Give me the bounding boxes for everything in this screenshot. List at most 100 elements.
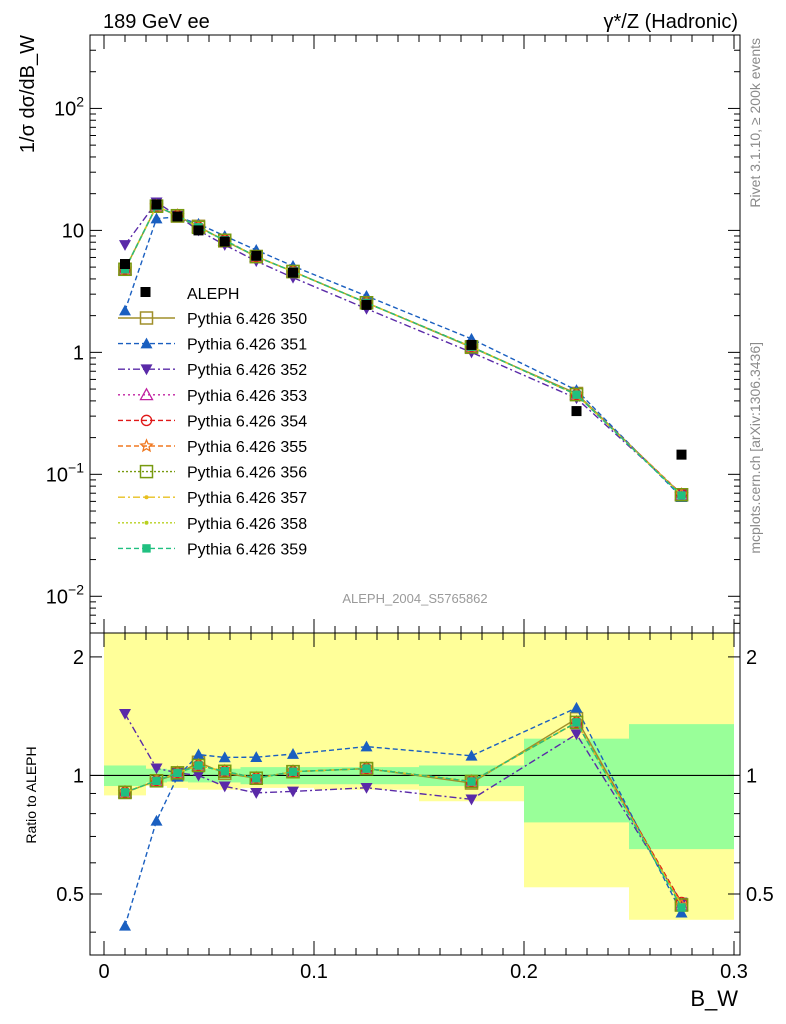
- ratio-point: [250, 788, 263, 799]
- ratio-point: [152, 776, 161, 785]
- ratio-point: [150, 763, 163, 775]
- ratio-y-axis-label: Ratio to ALEPH: [23, 746, 39, 843]
- ratio-point: [288, 767, 298, 776]
- legend-label: Pythia 6.426 352: [187, 362, 307, 379]
- legend-label: Pythia 6.426 351: [187, 337, 307, 354]
- data-point: [288, 267, 298, 278]
- ratio-point: [360, 740, 373, 752]
- ratio-point: [150, 814, 163, 826]
- y-tick-label: 10−2: [46, 581, 84, 608]
- data-point: [151, 199, 162, 210]
- ratio-tick-label: 2: [73, 647, 84, 669]
- data-point: [676, 449, 687, 460]
- x-tick-label: 0: [98, 961, 109, 983]
- legend-marker: [140, 414, 153, 427]
- legend-label: Pythia 6.426 359: [187, 541, 307, 558]
- ratio-series-359: [120, 718, 686, 912]
- ratio-point: [287, 786, 299, 798]
- side-text-top: Rivet 3.1.10, ≥ 200k events: [747, 38, 763, 208]
- ratio-point: [170, 766, 185, 780]
- ratio-point: [569, 715, 584, 730]
- ratio-point: [118, 785, 132, 800]
- ratio-point: [677, 903, 686, 912]
- ratio-layer: [117, 701, 689, 931]
- legend-label: ALEPH: [187, 286, 239, 303]
- legend-label: Pythia 6.426 358: [187, 516, 307, 533]
- legend-marker: [139, 464, 154, 479]
- ratio-point: [465, 749, 478, 761]
- data-point: [251, 250, 262, 261]
- ratio-bands: [104, 633, 734, 920]
- total-uncertainty-band: [240, 633, 272, 788]
- stat-uncertainty-band: [629, 724, 734, 850]
- legend-marker: [144, 495, 149, 500]
- legend-marker: [140, 364, 153, 376]
- series-point: [150, 212, 163, 224]
- ratio-point: [362, 764, 371, 773]
- legend-marker: [142, 544, 151, 553]
- ratio-point: [464, 774, 479, 789]
- x-tick-label: 0.1: [300, 961, 328, 983]
- ratio-point: [149, 774, 164, 788]
- series-point: [170, 208, 185, 223]
- ratio-point: [192, 770, 205, 782]
- ratio-point: [218, 781, 231, 793]
- ratio-point: [287, 748, 299, 759]
- ratio-point: [173, 768, 182, 778]
- data-point: [219, 236, 230, 247]
- ratio-tick-label-right: 1: [746, 765, 757, 787]
- series-line: [124, 205, 682, 496]
- ratio-point: [220, 767, 229, 776]
- ratio-point: [250, 751, 263, 762]
- y-tick-label: 10−1: [46, 459, 84, 486]
- ratio-point: [119, 709, 131, 720]
- ratio-tick-label-right: 2: [746, 647, 757, 669]
- legend: ALEPH Pythia 6.426 350 Pythia 6.426 351 Pyt…: [118, 286, 307, 558]
- header-right: γ*/Z (Hadronic): [604, 11, 738, 33]
- legend-marker: [140, 287, 151, 297]
- ratio-tick-label-right: 0.5: [746, 884, 774, 906]
- y-tick-label: 1: [73, 342, 84, 364]
- series-point: [572, 390, 581, 399]
- ratio-point: [192, 748, 205, 760]
- data-point: [120, 259, 130, 270]
- data-series-aleph: [120, 199, 687, 460]
- series-point: [569, 387, 584, 402]
- total-uncertainty-band: [272, 633, 314, 788]
- ratio-point: [191, 758, 206, 773]
- total-uncertainty-band: [188, 633, 209, 790]
- y-tick-label: 102: [54, 93, 84, 120]
- ratio-point: [572, 718, 581, 727]
- total-uncertainty-band: [146, 633, 167, 787]
- series-351: [119, 210, 688, 502]
- series-point: [119, 240, 131, 251]
- ratio-point: [249, 771, 263, 785]
- series-layer: [117, 197, 689, 502]
- ratio-point: [218, 764, 232, 779]
- series-point: [249, 249, 263, 264]
- legend-label: Pythia 6.426 356: [187, 465, 307, 482]
- x-tick-label: 0.2: [510, 961, 538, 983]
- ratio-point: [675, 906, 688, 918]
- ratio-point: [360, 782, 373, 794]
- ratio-point: [465, 794, 478, 806]
- data-point: [193, 225, 204, 236]
- legend-marker: [139, 387, 154, 401]
- header-left: 189 GeV ee: [103, 11, 210, 33]
- ratio-point: [218, 751, 231, 763]
- axes: 10−2 10−1 1 10 102 0.5 0.5 1 1 2 2 0 0.1 0.2 0.3: [46, 34, 774, 983]
- data-point: [571, 406, 582, 417]
- legend-label: Pythia 6.426 354: [187, 413, 307, 430]
- ratio-point: [120, 788, 130, 797]
- legend-label: Pythia 6.426 357: [187, 490, 307, 507]
- data-point: [466, 339, 477, 350]
- ratio-tick-label: 1: [73, 765, 84, 787]
- legend-marker: [139, 438, 154, 453]
- ratio-point: [252, 774, 261, 783]
- x-axis-label: B_W: [690, 986, 738, 1011]
- legend-marker: [139, 311, 154, 325]
- series-point: [120, 265, 130, 274]
- ratio-point: [467, 777, 476, 786]
- ratio-panel-frame: [89, 632, 741, 956]
- total-uncertainty-band: [167, 633, 188, 788]
